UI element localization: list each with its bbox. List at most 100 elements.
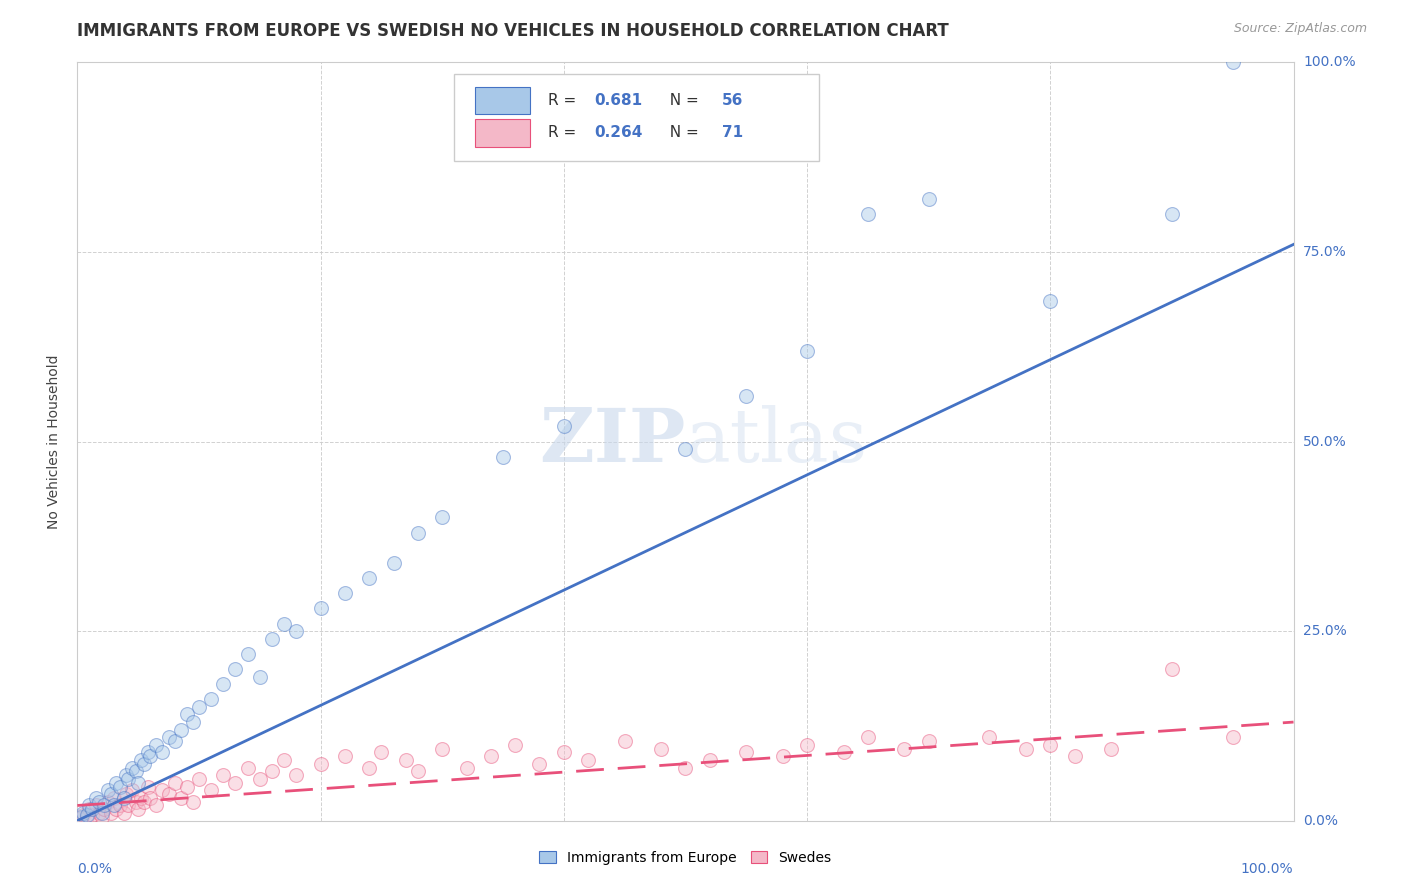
Point — [80, 807, 103, 822]
Point — [93, 802, 115, 816]
Point — [406, 525, 429, 540]
Point — [212, 677, 235, 691]
Point — [796, 738, 818, 752]
Point — [90, 810, 112, 824]
Point — [613, 734, 636, 748]
Point — [309, 756, 332, 771]
Point — [529, 756, 551, 771]
Point — [105, 802, 128, 816]
Point — [108, 798, 131, 813]
Point — [152, 746, 174, 760]
Point — [200, 783, 222, 797]
Point — [309, 601, 332, 615]
Point — [273, 616, 295, 631]
Legend: Immigrants from Europe, Swedes: Immigrants from Europe, Swedes — [534, 846, 837, 871]
Point — [188, 699, 211, 714]
Y-axis label: No Vehicles in Household: No Vehicles in Household — [48, 354, 62, 529]
Point — [650, 741, 672, 756]
Point — [84, 791, 107, 805]
Point — [127, 776, 149, 790]
Point — [576, 753, 599, 767]
Point — [333, 586, 356, 600]
Point — [395, 753, 418, 767]
Text: 0.0%: 0.0% — [77, 863, 112, 876]
Point — [157, 787, 180, 801]
Point — [832, 746, 855, 760]
Point — [89, 795, 111, 809]
Point — [273, 753, 295, 767]
Point — [479, 749, 502, 764]
Point — [359, 571, 381, 585]
Text: 0.0%: 0.0% — [1303, 814, 1339, 828]
Text: 56: 56 — [721, 93, 744, 108]
Point — [163, 734, 186, 748]
Point — [112, 791, 135, 805]
Point — [125, 764, 148, 779]
Point — [100, 787, 122, 801]
Point — [121, 760, 143, 774]
Point — [456, 760, 478, 774]
Point — [492, 450, 515, 464]
Point — [224, 776, 246, 790]
Point — [1039, 738, 1062, 752]
Point — [127, 802, 149, 816]
Point — [285, 768, 308, 782]
Point — [285, 624, 308, 639]
Point — [129, 791, 152, 805]
Point — [181, 715, 204, 730]
Point — [735, 746, 758, 760]
Point — [260, 632, 283, 646]
Point — [382, 556, 405, 570]
Point — [117, 798, 139, 813]
Point — [796, 343, 818, 358]
Text: 25.0%: 25.0% — [1303, 624, 1347, 638]
Point — [136, 780, 159, 794]
Point — [145, 738, 167, 752]
Point — [1039, 294, 1062, 309]
Point — [918, 734, 941, 748]
Point — [170, 723, 193, 737]
FancyBboxPatch shape — [475, 120, 530, 146]
Point — [1161, 662, 1184, 676]
Point — [176, 780, 198, 794]
Point — [236, 760, 259, 774]
Point — [236, 647, 259, 661]
Point — [918, 192, 941, 206]
Point — [79, 802, 101, 816]
Point — [89, 806, 111, 821]
Text: 100.0%: 100.0% — [1303, 55, 1355, 70]
Point — [359, 760, 381, 774]
Point — [76, 807, 98, 822]
Point — [105, 776, 128, 790]
Point — [1222, 55, 1244, 70]
Point — [108, 780, 131, 794]
Point — [224, 662, 246, 676]
Point — [125, 795, 148, 809]
Point — [1015, 741, 1038, 756]
Text: ZIP: ZIP — [538, 405, 686, 478]
Point — [370, 746, 392, 760]
Point — [181, 795, 204, 809]
Point — [100, 806, 122, 821]
Text: R =: R = — [548, 93, 581, 108]
Point — [115, 787, 138, 801]
Point — [72, 806, 94, 821]
Point — [249, 669, 271, 683]
Point — [188, 772, 211, 786]
FancyBboxPatch shape — [475, 87, 530, 114]
Point — [79, 798, 101, 813]
Point — [893, 741, 915, 756]
Text: 50.0%: 50.0% — [1303, 434, 1347, 449]
Point — [979, 730, 1001, 744]
Point — [103, 798, 125, 813]
Point — [112, 806, 135, 821]
Point — [76, 810, 98, 824]
Point — [735, 389, 758, 403]
Point — [103, 791, 125, 805]
Text: N =: N = — [659, 126, 703, 140]
Point — [675, 442, 697, 457]
Point — [856, 730, 879, 744]
Point — [157, 730, 180, 744]
Point — [93, 798, 115, 813]
Point — [163, 776, 186, 790]
